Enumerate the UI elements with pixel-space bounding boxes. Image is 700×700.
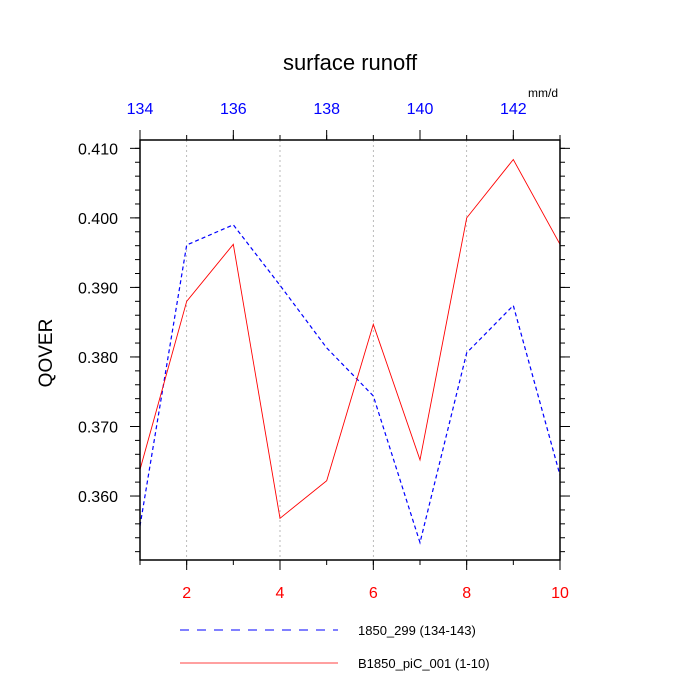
axis-ticks (130, 130, 570, 570)
y-axis-label: QOVER (36, 319, 57, 388)
legend: 1850_299 (134-143) B1850_piC_001 (1-10) (180, 623, 490, 671)
series-lines (139, 158, 561, 545)
chart-title: surface runoff (283, 50, 418, 75)
top-tick-label: 134 (127, 101, 154, 118)
legend-label-0: 1850_299 (134-143) (358, 623, 476, 638)
y-tick-label: 0.400 (78, 211, 118, 228)
tick-labels: 2 4 6 8 10 134 136 138 140 142 0.360 0.370 0.380 0.39… (78, 101, 569, 602)
bottom-tick-label: 2 (182, 585, 191, 602)
bottom-tick-label: 8 (462, 585, 471, 602)
y-tick-label: 0.370 (78, 419, 118, 436)
units-label: mm/d (528, 86, 558, 100)
top-tick-label: 142 (500, 101, 527, 118)
top-tick-label: 138 (313, 101, 340, 118)
gridlines (186, 140, 468, 560)
plot-frame (139, 139, 561, 561)
y-tick-label: 0.360 (78, 489, 118, 506)
bottom-tick-label: 4 (276, 585, 285, 602)
legend-label-1: B1850_piC_001 (1-10) (358, 656, 490, 671)
bottom-tick-label: 10 (551, 585, 569, 602)
y-tick-label: 0.410 (78, 141, 118, 158)
top-tick-label: 140 (407, 101, 434, 118)
top-tick-label: 136 (220, 101, 247, 118)
bottom-tick-label: 6 (369, 585, 378, 602)
y-tick-label: 0.390 (78, 280, 118, 297)
y-tick-label: 0.380 (78, 350, 118, 367)
series-line-1 (139, 158, 561, 520)
series-line-0 (139, 224, 561, 545)
